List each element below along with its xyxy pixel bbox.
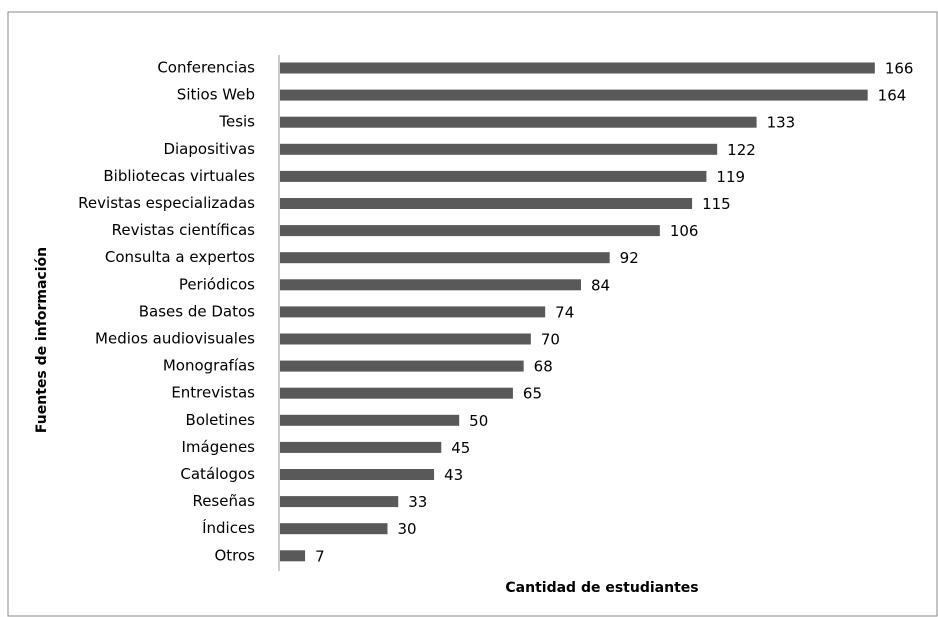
y-tick-label: Sitios Web xyxy=(177,86,255,104)
data-label: 7 xyxy=(315,547,325,565)
bar xyxy=(280,306,546,318)
bar xyxy=(280,360,524,372)
bar xyxy=(280,523,388,535)
data-label: 70 xyxy=(541,331,560,349)
bar xyxy=(280,414,460,426)
bar xyxy=(280,441,442,453)
y-tick-label: Índices xyxy=(202,518,255,537)
data-label: 164 xyxy=(878,87,907,105)
data-label: 65 xyxy=(523,385,542,403)
y-tick-label: Otros xyxy=(214,546,255,564)
data-label: 166 xyxy=(885,60,914,78)
data-label: 122 xyxy=(727,141,756,159)
bar xyxy=(280,550,306,562)
data-label: 92 xyxy=(620,249,639,267)
bar xyxy=(280,62,875,74)
bar xyxy=(280,496,399,508)
data-label: 133 xyxy=(767,114,796,132)
y-tick-label: Revistas especializadas xyxy=(78,194,255,212)
bar xyxy=(280,198,693,209)
data-label: 119 xyxy=(716,168,745,186)
data-label: 74 xyxy=(555,303,574,321)
data-label: 45 xyxy=(451,439,470,457)
y-tick-label: Entrevistas xyxy=(171,384,255,402)
bar xyxy=(280,143,718,155)
bar xyxy=(280,170,707,182)
y-tick-label: Catálogos xyxy=(180,465,255,483)
bar xyxy=(280,252,610,264)
data-label: 33 xyxy=(408,493,427,511)
y-tick-label: Periódicos xyxy=(179,275,255,293)
y-tick-label: Bases de Datos xyxy=(139,302,255,320)
bar xyxy=(280,469,435,480)
y-tick-label: Boletines xyxy=(186,411,256,429)
data-label: 68 xyxy=(534,358,553,376)
y-tick-label: Bibliotecas virtuales xyxy=(103,167,255,185)
data-label: 84 xyxy=(591,276,610,294)
bar xyxy=(280,116,757,128)
y-tick-label: Medios audiovisuales xyxy=(95,330,255,348)
bar xyxy=(280,387,513,399)
data-label: 50 xyxy=(469,412,488,430)
data-label: 115 xyxy=(702,195,731,213)
y-tick-label: Monografías xyxy=(163,357,255,375)
data-label: 106 xyxy=(670,222,699,240)
y-tick-label: Reseñas xyxy=(192,492,255,510)
bar xyxy=(280,333,531,345)
y-tick-label: Imágenes xyxy=(181,438,255,456)
y-tick-label: Consulta a expertos xyxy=(105,248,255,266)
data-label: 30 xyxy=(398,520,417,538)
x-axis-title: Cantidad de estudiantes xyxy=(505,580,698,596)
bar xyxy=(280,225,660,237)
data-label: 43 xyxy=(444,466,463,484)
y-axis-title: Fuentes de información xyxy=(34,247,50,433)
y-tick-label: Conferencias xyxy=(157,59,255,77)
bar xyxy=(280,89,868,101)
bar xyxy=(280,279,581,291)
y-tick-label: Revistas científicas xyxy=(112,221,256,239)
y-tick-label: Diapositivas xyxy=(163,140,255,158)
y-tick-label: Tesis xyxy=(218,113,255,131)
